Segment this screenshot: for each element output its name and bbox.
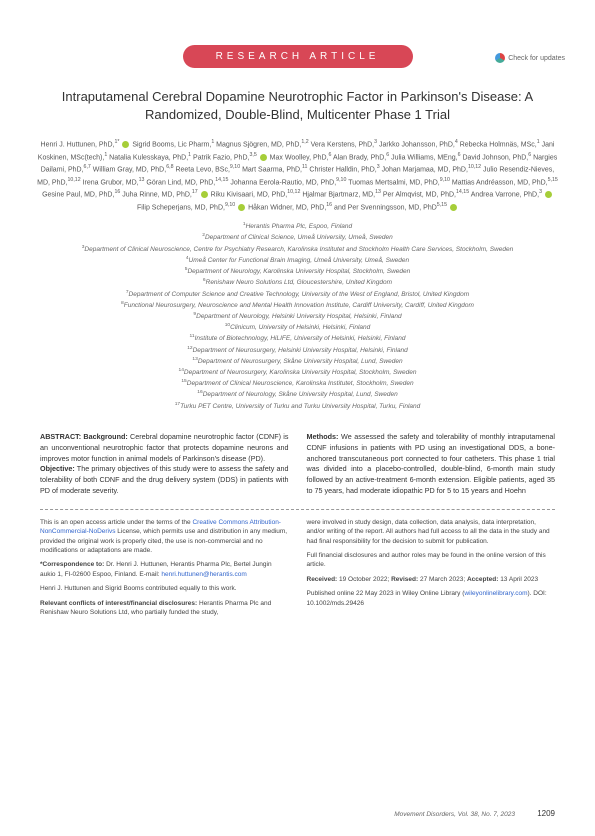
received-label: Received: bbox=[307, 576, 338, 583]
article-type-banner: RESEARCH ARTICLE bbox=[183, 45, 413, 68]
orcid-icon bbox=[450, 204, 457, 211]
open-access-text-1: This is an open access article under the… bbox=[40, 519, 192, 526]
footer-left-column: This is an open access article under the… bbox=[40, 518, 289, 623]
abstract-methods-text: We assessed the safety and tolerability … bbox=[307, 432, 556, 495]
page-number: 1209 bbox=[537, 809, 555, 818]
revised-label: Revised: bbox=[391, 576, 418, 583]
footer-columns: This is an open access article under the… bbox=[40, 518, 555, 623]
correspondence-email-link[interactable]: henri.huttunen@herantis.com bbox=[161, 571, 246, 578]
published-text: Published online 22 May 2023 in Wiley On… bbox=[307, 590, 465, 597]
accepted-date: 13 April 2023 bbox=[498, 576, 538, 583]
coi-label: Relevant conflicts of interest/financial… bbox=[40, 600, 197, 607]
journal-reference: Movement Disorders, Vol. 38, No. 7, 2023 bbox=[394, 811, 515, 818]
abstract-objective-text: The primary objectives of this study wer… bbox=[40, 464, 289, 495]
correspondence-label: *Correspondence to: bbox=[40, 561, 104, 568]
accepted-label: Accepted: bbox=[467, 576, 498, 583]
wiley-link[interactable]: wileyonlinelibrary.com bbox=[464, 590, 527, 597]
author-involvement-text: were involved in study design, data coll… bbox=[307, 518, 556, 546]
footer-divider bbox=[40, 509, 555, 510]
orcid-icon bbox=[260, 154, 267, 161]
abstract-objective-label: Objective: bbox=[40, 464, 75, 473]
disclosure-note: Full financial disclosures and author ro… bbox=[307, 551, 556, 570]
abstract-columns: ABSTRACT: Background: Cerebral dopamine … bbox=[40, 432, 555, 497]
received-date: 19 October 2022; bbox=[337, 576, 391, 583]
orcid-icon bbox=[545, 191, 552, 198]
abstract-right-column: Methods: We assessed the safety and tole… bbox=[307, 432, 556, 497]
article-title: Intraputamenal Cerebral Dopamine Neurotr… bbox=[55, 88, 540, 123]
authors-list: Henri J. Huttunen, PhD,1* Sigrid Booms, … bbox=[35, 138, 560, 213]
abstract-methods-label: Methods: bbox=[307, 432, 339, 441]
check-updates-badge[interactable]: Check for updates bbox=[495, 53, 565, 63]
check-updates-icon bbox=[495, 53, 505, 63]
abstract-left-column: ABSTRACT: Background: Cerebral dopamine … bbox=[40, 432, 289, 497]
orcid-icon bbox=[238, 204, 245, 211]
contribution-note: Henri J. Huttunen and Sigrid Booms contr… bbox=[40, 584, 289, 593]
footer-right-column: were involved in study design, data coll… bbox=[307, 518, 556, 623]
check-updates-text: Check for updates bbox=[508, 55, 565, 62]
abstract-background-label: ABSTRACT: Background: bbox=[40, 432, 128, 441]
revised-date: 27 March 2023; bbox=[418, 576, 467, 583]
orcid-icon bbox=[201, 191, 208, 198]
affiliations-list: 1Herantis Pharma Plc, Espoo, Finland 2De… bbox=[45, 221, 550, 412]
orcid-icon bbox=[122, 141, 129, 148]
